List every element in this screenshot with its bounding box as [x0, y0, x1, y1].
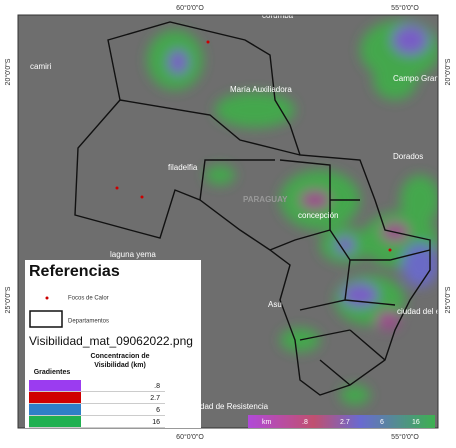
coord-label: 25°0'0"S — [4, 286, 12, 313]
legend-title: Referencias — [29, 263, 120, 280]
place-label: corumba — [262, 11, 294, 20]
colorbar-label: 2.7 — [340, 419, 350, 426]
colorbar-label: .8 — [302, 419, 308, 426]
place-label: María Auxiliadora — [230, 85, 292, 94]
gradient-label: 16 — [152, 419, 160, 426]
coord-label: 20°0'0"S — [444, 58, 452, 85]
coord-label: 60°0'0"O — [176, 4, 204, 12]
heat-spots — [115, 40, 392, 252]
place-label: filadelfia — [168, 163, 198, 172]
table-header-box: Concentracion de Visibilidad (km) — [90, 353, 150, 369]
place-label: ciudad del e — [397, 307, 441, 316]
coord-label: 55°0'0"O — [391, 4, 419, 12]
colorbar: km .8 2.7 6 16 — [248, 415, 435, 428]
gradient-swatch — [29, 416, 81, 427]
coord-label: 20°0'0"S — [4, 58, 12, 85]
legend-symbol — [29, 310, 63, 328]
legend: Referencias Focos de Calor Departamentos… — [25, 260, 201, 428]
legend-symbol — [45, 296, 49, 300]
gradient-swatch — [29, 380, 81, 391]
place-label: camiri — [30, 62, 52, 71]
department-boundaries — [74, 21, 431, 396]
coord-label: 25°0'0"S — [444, 286, 452, 313]
table-header: Concentracion de Visibilidad (km) — [90, 353, 150, 369]
colorbar-label: 16 — [412, 419, 420, 426]
legend-layer: Visibilidad_mat_09062022.png — [29, 334, 193, 348]
coord-label: 55°0'0"O — [391, 433, 419, 441]
gradient-label: 2.7 — [150, 395, 160, 402]
legend-table-rows: .8 2.7 6 16 — [29, 380, 165, 428]
map-frame — [17, 14, 439, 429]
gradient-label: .8 — [154, 383, 160, 390]
legend-item: Focos de Calor — [68, 296, 109, 302]
table-header: Gradientes — [34, 369, 71, 376]
place-label: Asu — [268, 300, 282, 309]
place-label: Campo Gran — [393, 74, 439, 83]
place-label: laguna yema — [110, 250, 156, 259]
gradient-swatch — [29, 392, 81, 403]
place-label: dad de Resistencia — [200, 402, 269, 411]
colorbar-gradient — [248, 415, 435, 428]
coord-label: 60°0'0"O — [176, 433, 204, 441]
place-label: concepción — [298, 211, 338, 220]
gradient-swatch — [29, 404, 81, 415]
colorbar-unit: km — [262, 419, 272, 426]
colorbar-label: 6 — [380, 419, 384, 426]
place-label: Dorados — [393, 152, 423, 161]
gradient-label: 6 — [156, 407, 160, 414]
legend-item: Departamentos — [68, 319, 109, 325]
place-label: PARAGUAY — [243, 195, 288, 204]
